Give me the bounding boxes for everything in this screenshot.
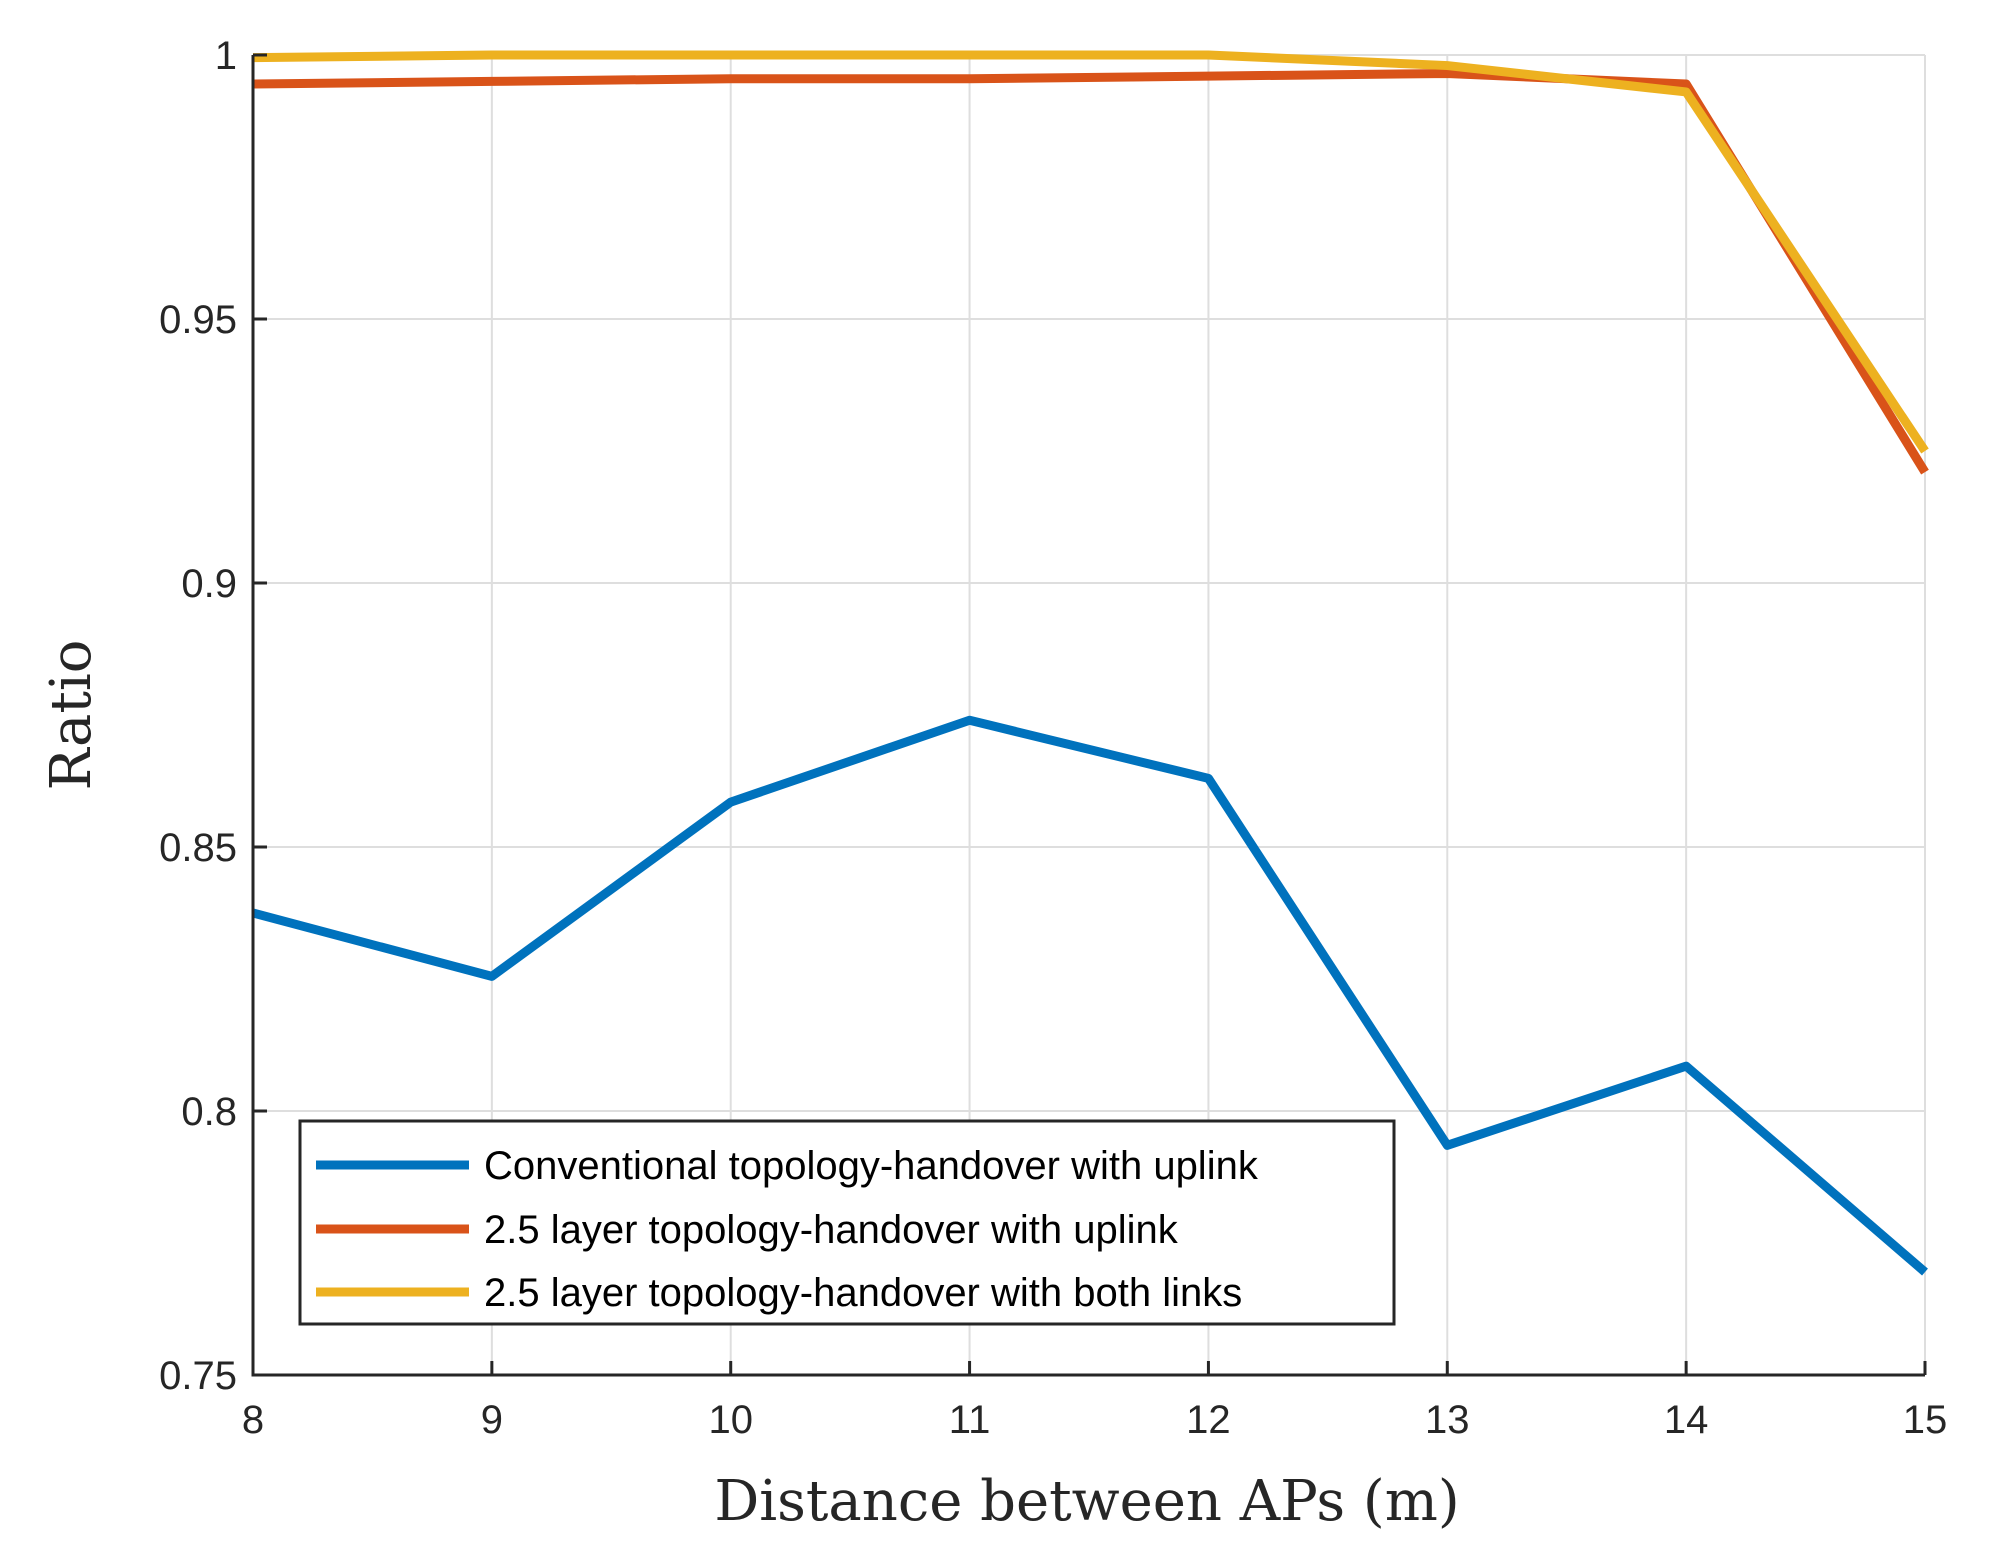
legend-label-1: Conventional topology-handover with upli… <box>484 1144 1259 1188</box>
legend: Conventional topology-handover with upli… <box>298 1119 1396 1326</box>
y-tick-label: 1 <box>215 34 237 78</box>
legend-box <box>298 1119 1396 1326</box>
x-tick-label: 10 <box>708 1398 753 1442</box>
x-axis-title: Distance between APs (m) <box>714 1469 1459 1534</box>
series-line-3 <box>252 50 1929 454</box>
series-lines <box>251 50 1929 1276</box>
series-line-1 <box>251 715 1928 1276</box>
legend-label-3: 2.5 layer topology-handover with both li… <box>484 1271 1242 1315</box>
y-tick-label: 0.85 <box>159 826 237 870</box>
x-tick-label: 14 <box>1664 1398 1709 1442</box>
y-tick-labels: 0.75 0.8 0.85 0.9 0.95 1 <box>159 34 237 1398</box>
x-tick-label: 9 <box>481 1398 503 1442</box>
y-tick-label: 0.75 <box>159 1354 237 1398</box>
x-tick-label: 11 <box>949 1398 991 1442</box>
x-tick-label: 15 <box>1903 1398 1948 1442</box>
x-tick-labels: 8 9 10 11 12 13 14 15 <box>242 1398 1947 1442</box>
x-tick-label: 12 <box>1186 1398 1231 1442</box>
y-tick-label: 0.9 <box>181 562 237 606</box>
y-tick-label: 0.95 <box>159 298 237 342</box>
y-tick-label: 0.8 <box>181 1090 237 1134</box>
x-tick-label: 8 <box>242 1398 264 1442</box>
series-line-2 <box>252 68 1929 475</box>
legend-label-2: 2.5 layer topology-handover with uplink <box>484 1208 1179 1252</box>
axes <box>251 53 1927 1377</box>
x-tick-label: 13 <box>1425 1398 1470 1442</box>
y-axis-title: Ratio <box>39 640 104 791</box>
